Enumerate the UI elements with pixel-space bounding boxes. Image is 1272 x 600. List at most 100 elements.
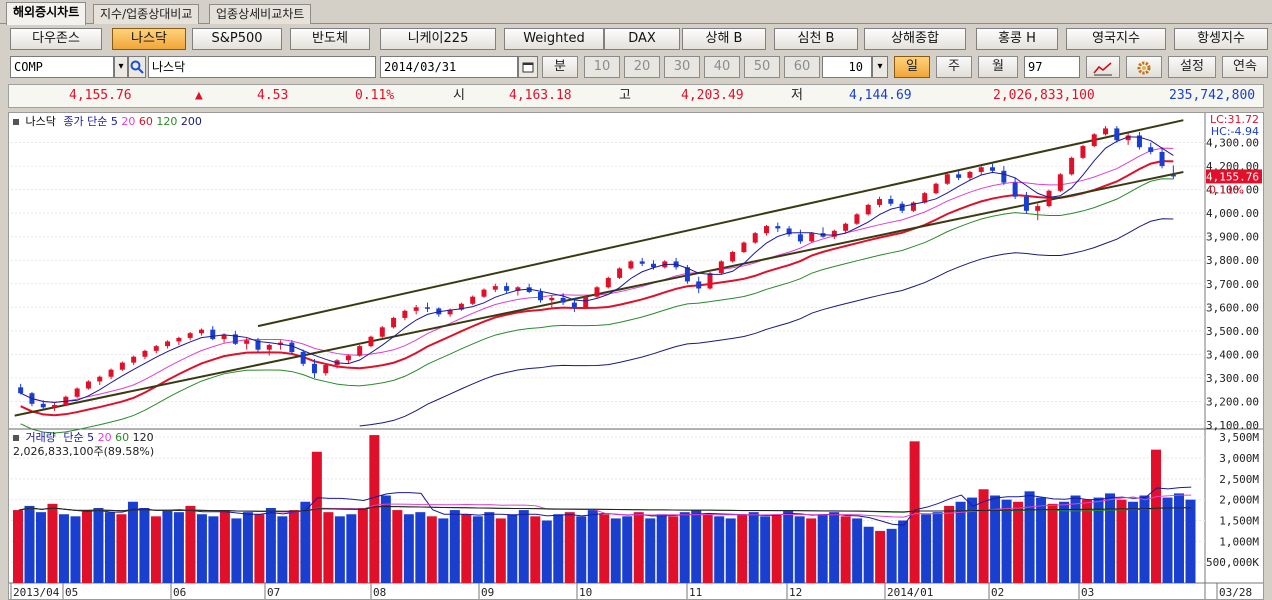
count-dropdown-icon[interactable]: ▾ (872, 56, 888, 78)
market-button-dow[interactable]: 다우존스 (10, 28, 102, 50)
candle-body (967, 171, 973, 178)
week-button[interactable]: 주 (936, 56, 972, 78)
day-button[interactable]: 일 (894, 56, 930, 78)
symbol-code-field[interactable]: COMP (10, 56, 114, 78)
volume-bar (691, 510, 702, 583)
candle-body (831, 230, 837, 237)
candle-body (1001, 170, 1007, 183)
candle-body (775, 226, 781, 229)
x-tick-label: 07 (267, 586, 280, 599)
volume-tick-label: 3,000M (1219, 452, 1259, 465)
volume-bar (610, 518, 621, 583)
candle-body (74, 388, 80, 397)
volume-bar (944, 505, 955, 583)
volume-bar (1185, 499, 1196, 583)
volume-bar (231, 518, 242, 583)
tab-index-sector-compare[interactable]: 지수/업종상대비교 (93, 4, 200, 24)
volume-bar (219, 510, 230, 583)
candle-body (639, 261, 645, 264)
volume-tick-label: 3,500M (1219, 431, 1259, 444)
legend-square-icon (13, 435, 19, 441)
market-button-nikkei[interactable]: 니케이225 (380, 28, 496, 50)
period-button-10[interactable]: 10 (584, 56, 620, 78)
candle-body (617, 268, 623, 278)
volume-bar (369, 435, 380, 583)
candle-body (131, 356, 137, 363)
candle-body (1136, 135, 1142, 148)
volume-bar (254, 514, 265, 583)
candle-body (413, 307, 419, 311)
market-button-hongkong-h[interactable]: 홍콩 H (976, 28, 1058, 50)
calendar-icon[interactable] (518, 56, 538, 78)
volume-legend-name: 거래량 (25, 431, 56, 444)
gear-icon[interactable] (1126, 56, 1162, 78)
period-button-50[interactable]: 50 (744, 56, 780, 78)
market-button-row: 다우존스 나스닥 S&P500 반도체 니케이225 Weighted DAX … (0, 26, 1272, 52)
period-button-60[interactable]: 60 (784, 56, 820, 78)
x-tick-label: 09 (481, 586, 494, 599)
tab-overseas-chart[interactable]: 해외증시차트 (6, 2, 87, 25)
lc-label: LC:31.72 (1210, 113, 1259, 126)
bar-count-field[interactable]: 97 (1024, 56, 1080, 78)
volume-bar (449, 510, 460, 583)
count-select[interactable]: 10 (822, 56, 872, 78)
market-button-sp500[interactable]: S&P500 (192, 28, 282, 50)
volume-bar (93, 508, 104, 583)
volume-bar (173, 512, 184, 583)
volume-bar (346, 514, 357, 583)
volume-bar (898, 520, 909, 583)
symbol-dropdown-icon[interactable]: ▾ (114, 56, 128, 78)
volume-bar (277, 516, 288, 583)
volume-bar (13, 510, 23, 583)
high-label: 고 (619, 88, 631, 103)
continuous-button[interactable]: 연속 (1222, 56, 1268, 78)
candle-body (944, 174, 950, 184)
price-tick-label: 4,100.00 (1206, 184, 1259, 197)
candle-body (910, 202, 916, 211)
candle-body (877, 199, 883, 205)
minute-button[interactable]: 분 (542, 56, 578, 78)
volume-legend-ma-120: 120 (132, 431, 154, 444)
volume-bar (1128, 501, 1139, 583)
candle-body (549, 297, 555, 301)
period-button-40[interactable]: 40 (704, 56, 740, 78)
market-button-uk[interactable]: 영국지수 (1066, 28, 1166, 50)
market-button-nasdaq[interactable]: 나스닥 (112, 28, 186, 50)
settings-button[interactable]: 설정 (1168, 56, 1216, 78)
market-button-shanghai-b[interactable]: 상해 B (682, 28, 766, 50)
period-button-20[interactable]: 20 (624, 56, 660, 78)
volume-bar (840, 516, 851, 583)
date-field[interactable]: 2014/03/31 (380, 56, 518, 78)
chart-canvas[interactable]: 4,300.004,200.004,100.004,000.003,900.00… (9, 113, 1263, 599)
market-button-dax[interactable]: DAX (604, 28, 680, 50)
chart-type-icon[interactable] (1086, 56, 1120, 78)
search-icon[interactable] (128, 56, 146, 78)
market-button-shanghai-composite[interactable]: 상해종합 (864, 28, 966, 50)
market-button-semiconductor[interactable]: 반도체 (290, 28, 370, 50)
volume-bar (530, 516, 541, 583)
candle-body (764, 226, 770, 234)
volume-bar (932, 512, 943, 583)
candle-body (696, 281, 702, 289)
candle-body (492, 286, 498, 290)
market-button-shenzhen-b[interactable]: 심천 B (774, 28, 858, 50)
volume-bar (771, 514, 782, 583)
candle-body (594, 287, 600, 297)
volume-bar (334, 516, 345, 583)
volume-bar (737, 514, 748, 583)
volume-bar (1047, 503, 1058, 583)
month-button[interactable]: 월 (978, 56, 1018, 78)
volume-bar (1070, 495, 1081, 583)
market-button-weighted[interactable]: Weighted (504, 28, 604, 50)
volume-bar (541, 520, 552, 583)
period-button-30[interactable]: 30 (664, 56, 700, 78)
chart-control-row: COMP ▾ 나스닥 2014/03/31 분 10 20 30 40 50 6… (0, 54, 1272, 80)
price-volume-chart[interactable]: 4,300.00 4,200.00 4,100.00 4,000.00 3,900.00… (8, 112, 1264, 600)
candle-body (990, 167, 996, 171)
candle-body (854, 214, 860, 224)
market-button-hangseng[interactable]: 항셍지수 (1174, 28, 1268, 50)
tab-sector-detail-compare[interactable]: 업종상세비교차트 (209, 4, 312, 24)
candle-body (221, 334, 227, 340)
price-tick-label: 3,600.00 (1206, 301, 1259, 314)
candle-body (470, 296, 476, 304)
